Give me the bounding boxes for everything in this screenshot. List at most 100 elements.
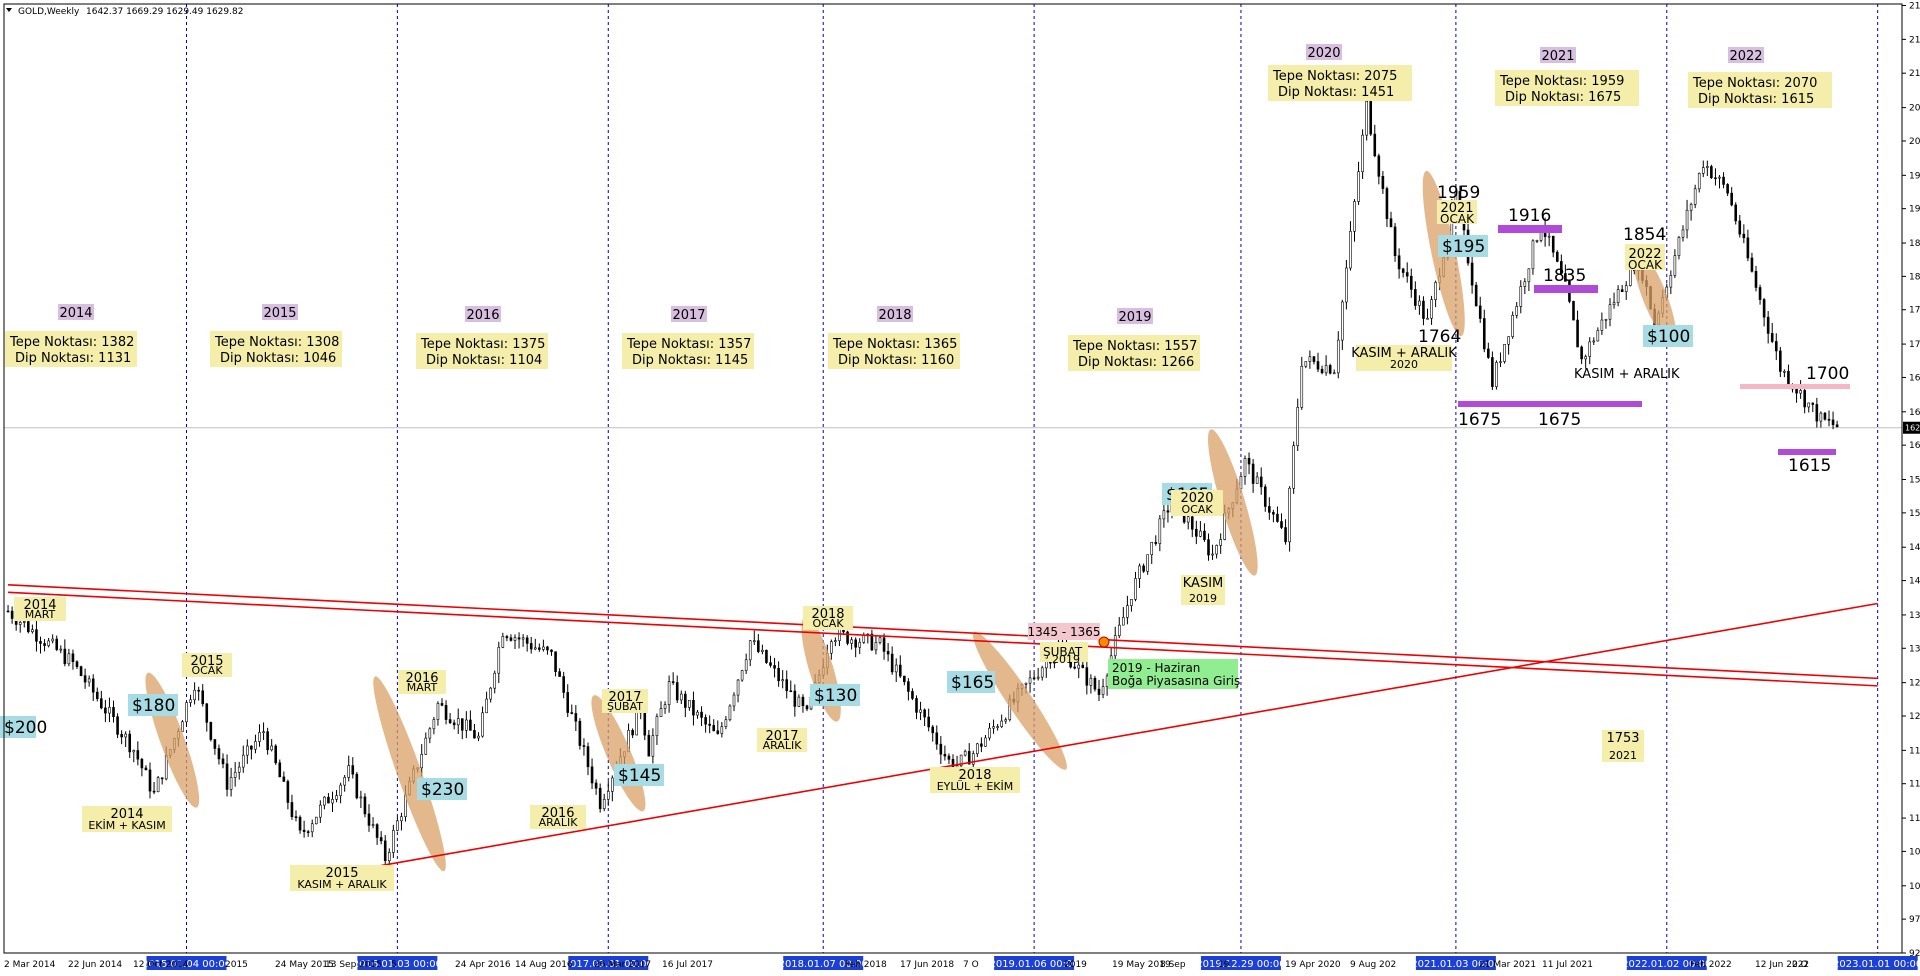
price-label: 1675 <box>1538 410 1581 430</box>
candle-body <box>286 781 290 803</box>
move-label: $200 <box>4 718 47 738</box>
annotation-line2: ARALIK <box>763 739 803 752</box>
y-tick-label: 1017.95 <box>1909 882 1920 892</box>
price-label: 1835 <box>1543 266 1586 286</box>
y-tick-label: 1697.00 <box>1909 373 1920 383</box>
candle-body <box>55 638 59 650</box>
candle-body <box>501 636 505 648</box>
move-label: $165 <box>951 673 994 693</box>
candle-body <box>1681 229 1685 238</box>
candle-body <box>1142 565 1145 572</box>
candle-body <box>319 804 322 818</box>
candle-body <box>120 734 123 738</box>
candle-body <box>1754 271 1758 288</box>
y-tick-label: 1967.00 <box>1909 171 1920 181</box>
candle-body <box>927 716 930 728</box>
candle-body <box>542 646 545 650</box>
candle-body <box>1677 236 1681 256</box>
x-tick-label: 17 Jun 2018 <box>900 960 954 970</box>
candle-body <box>907 681 910 692</box>
candle-body <box>1093 677 1097 690</box>
annotation-line1: 1753 <box>1606 731 1639 746</box>
year-stats-bg <box>1268 65 1412 101</box>
candle-body <box>797 696 801 707</box>
candle-body <box>529 643 533 650</box>
candle-body <box>148 769 152 792</box>
candle-body <box>1827 418 1831 421</box>
period-separator-label: 2023.01.01 00:00 <box>1833 959 1920 970</box>
annotation-bg <box>82 806 172 832</box>
period-separator-label: 2021.01.03 00:00 <box>1411 959 1500 970</box>
candle-body <box>71 653 75 663</box>
candle-body <box>323 796 326 806</box>
candle-body <box>1783 371 1786 373</box>
candle-body <box>396 820 399 831</box>
annotation-line2: OCAK <box>191 664 223 677</box>
year-stats-top: Tepe Noktası: 1308 <box>214 335 339 350</box>
candle-body <box>35 629 38 642</box>
candle-body <box>229 777 233 790</box>
x-tick-label: 14 Aug 2016 <box>515 960 573 970</box>
candle-body <box>1081 664 1085 668</box>
candle-body <box>724 719 728 727</box>
candle-body <box>785 679 789 692</box>
candle-body <box>1308 356 1312 362</box>
candle-body <box>302 829 306 832</box>
candle-body <box>306 831 310 833</box>
candle-body <box>1422 300 1425 319</box>
candle-body <box>1024 682 1028 685</box>
candle-body <box>1491 357 1494 387</box>
year-stats-bottom: Dip Noktası: 1046 <box>220 351 336 366</box>
candle-body <box>10 610 14 619</box>
candle-body <box>31 629 34 633</box>
candle-body <box>834 640 837 642</box>
candle-body <box>221 758 225 765</box>
candle-body <box>748 640 752 661</box>
y-tick-label: 1787.45 <box>1909 306 1920 316</box>
x-tick-label: 24 May 2015 <box>275 960 334 970</box>
candle-body <box>594 782 598 789</box>
annotation-line2: MART <box>25 608 56 621</box>
annotation-line1: 2016 <box>541 806 574 821</box>
candle-body <box>1831 419 1835 426</box>
candle-body <box>1389 218 1393 228</box>
candle-body <box>217 748 221 760</box>
candle-body <box>1353 201 1356 232</box>
candle-body <box>846 631 849 644</box>
move-label: $230 <box>421 780 464 800</box>
year-label-bg <box>1728 47 1764 63</box>
x-tick-label: 2 O <box>1792 960 1808 970</box>
candle-body <box>533 647 537 650</box>
candle-body <box>1292 445 1295 489</box>
move-label-bg <box>810 684 860 706</box>
resistance-bar <box>1498 225 1562 233</box>
candle-body <box>988 727 991 739</box>
bull-entry-bg <box>1108 659 1238 689</box>
year-stats-bottom: Dip Noktası: 1615 <box>1698 92 1814 107</box>
candle-body <box>1669 275 1673 288</box>
year-stats-bg <box>828 333 960 369</box>
candle-body <box>586 746 590 768</box>
candle-body <box>493 672 497 689</box>
candle-body <box>562 676 565 693</box>
candles <box>6 96 1839 870</box>
candle-body <box>1487 348 1490 358</box>
year-label-bg <box>262 304 298 320</box>
candle-body <box>1596 330 1600 342</box>
candle-body <box>1503 343 1506 362</box>
candle-body <box>1507 336 1510 345</box>
candle-body <box>538 647 541 650</box>
year-stats-bg <box>1495 70 1639 106</box>
candle-body <box>850 639 853 644</box>
candle-body <box>75 661 79 667</box>
candle-body <box>1584 356 1587 360</box>
candle-body <box>976 743 979 755</box>
candle-body <box>1377 155 1381 177</box>
period-separators <box>4 4 1902 953</box>
x-tick-label: 19 Apr 2020 <box>1285 960 1341 970</box>
y-tick-label: 1425.65 <box>1909 577 1920 587</box>
period-separator-label: 2019.01.06 00:00 <box>989 959 1078 970</box>
year-stats-bg <box>416 333 548 369</box>
candle-body <box>671 681 675 683</box>
year-stats-top: Tepe Noktası: 1365 <box>832 337 957 352</box>
